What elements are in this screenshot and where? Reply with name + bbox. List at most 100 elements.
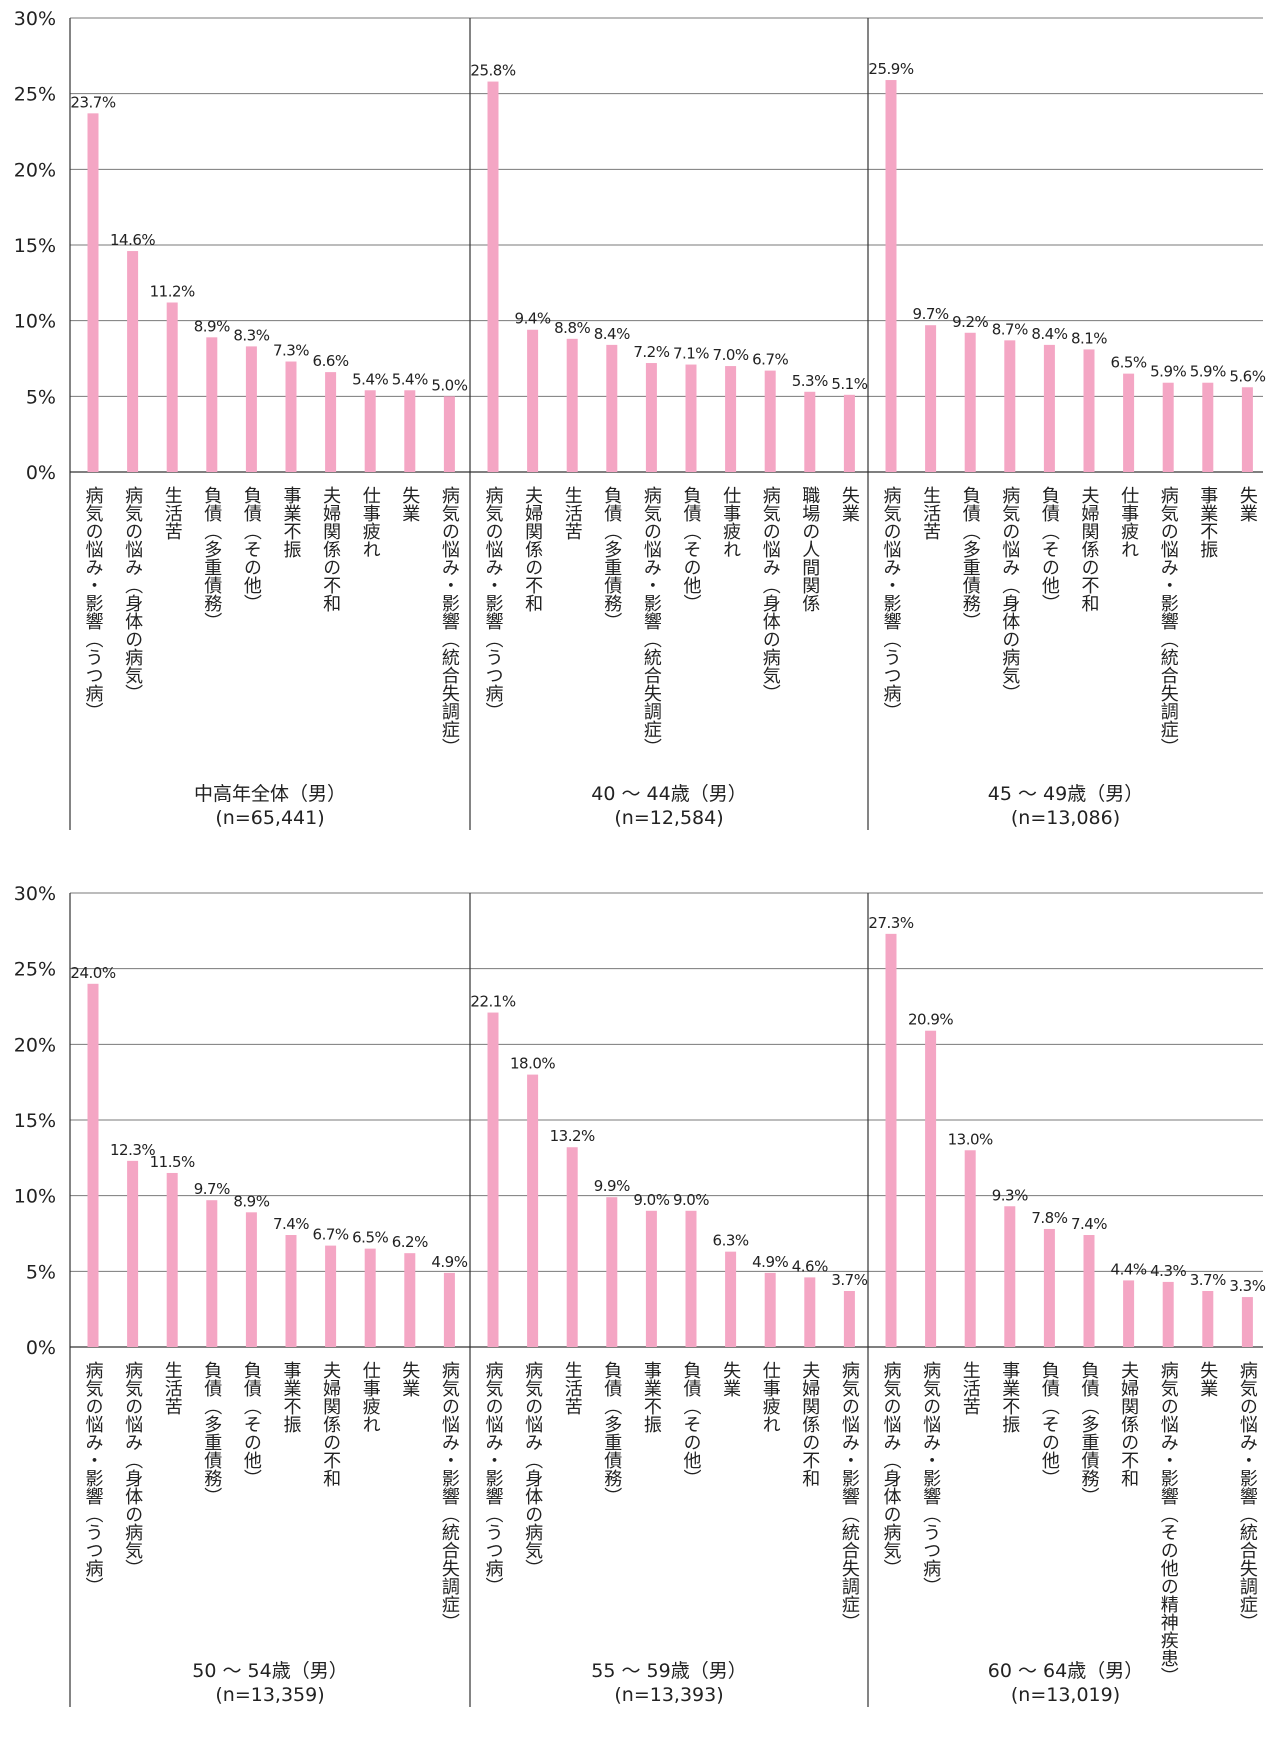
y-tick-label: 0% (26, 1337, 56, 1359)
bar (487, 1012, 499, 1347)
category-label: 病気の悩み（身体の病気） (122, 1361, 143, 1577)
category-label: 事業不振 (641, 1361, 662, 1434)
group-label: 60 ～ 64歳（男） (988, 1660, 1143, 1682)
bar (245, 1212, 257, 1347)
category-label: 負債（その他） (241, 1361, 262, 1487)
group-n-label: (n=12,584) (614, 807, 723, 829)
bar-value-label: 4.6% (792, 1257, 828, 1275)
bar (764, 370, 776, 472)
category-label: 負債（その他） (681, 486, 702, 612)
bar (1241, 1297, 1253, 1347)
bar-value-label: 6.7% (752, 351, 788, 369)
category-label: 病気の悩み・影響（統合失調症） (839, 1361, 860, 1631)
bar-value-label: 8.8% (554, 319, 590, 337)
bar-value-label: 4.4% (1111, 1260, 1147, 1278)
bar (285, 1235, 297, 1347)
bar-value-label: 9.0% (673, 1191, 709, 1209)
bar-value-label: 20.9% (908, 1011, 953, 1029)
bar-value-label: 4.9% (752, 1253, 788, 1271)
category-label: 病気の悩み・影響（うつ病） (881, 486, 902, 720)
category-label: 失業 (399, 486, 420, 522)
bar-value-label: 5.4% (352, 370, 388, 388)
category-label: 病気の悩み・影響（統合失調症） (439, 1361, 460, 1631)
bar-value-label: 7.0% (713, 346, 749, 364)
category-label: 夫婦関係の不和 (522, 486, 543, 612)
bar (725, 1251, 737, 1347)
category-label: 負債（多重債務） (601, 486, 622, 630)
bar (1043, 344, 1055, 472)
category-label: 事業不振 (281, 486, 302, 559)
bar (606, 344, 618, 472)
bar (1083, 349, 1095, 472)
bar-value-label: 14.6% (110, 231, 155, 249)
y-tick-label: 25% (14, 84, 56, 106)
bar-value-label: 18.0% (510, 1055, 555, 1073)
bar (127, 1160, 139, 1347)
bar-value-label: 5.9% (1190, 363, 1226, 381)
bar-value-label: 7.2% (633, 343, 669, 361)
category-label: 負債（その他） (1039, 1361, 1060, 1487)
y-tick-label: 10% (14, 311, 56, 333)
category-label: 病気の悩み（身体の病気） (881, 1361, 902, 1577)
bar (1123, 1280, 1135, 1347)
category-label: 病気の悩み（身体の病気） (522, 1361, 543, 1577)
bar-value-label: 7.4% (1071, 1215, 1107, 1233)
bar-value-label: 6.6% (313, 352, 349, 370)
category-label: 負債（多重債務） (201, 486, 222, 630)
category-label: 病気の悩み・影響（統合失調症） (641, 486, 662, 756)
bar-value-label: 5.6% (1229, 367, 1265, 385)
category-label: 失業 (720, 1361, 741, 1397)
bar-value-label: 7.8% (1031, 1209, 1067, 1227)
bar (1241, 387, 1253, 472)
category-label: 病気の悩み・影響（うつ病） (483, 1361, 504, 1595)
category-label: 生活苦 (162, 486, 183, 540)
bar (964, 332, 976, 472)
category-label: 夫婦関係の不和 (1079, 486, 1100, 612)
y-tick-label: 30% (14, 883, 56, 905)
bar-value-label: 9.4% (515, 310, 551, 328)
bar (843, 394, 855, 472)
bar (325, 1245, 337, 1347)
bar-value-label: 9.3% (992, 1186, 1028, 1204)
category-label: 病気の悩み・影響（うつ病） (920, 1361, 941, 1595)
bar-value-label: 3.7% (1190, 1271, 1226, 1289)
bar-value-label: 4.3% (1150, 1262, 1186, 1280)
y-tick-label: 5% (26, 386, 56, 408)
bar (1162, 382, 1174, 472)
bar (443, 396, 455, 472)
category-label: 夫婦関係の不和 (320, 486, 341, 612)
bar-value-label: 8.9% (194, 317, 230, 335)
bar (166, 1172, 178, 1347)
bar (487, 81, 499, 472)
bar-value-label: 8.9% (233, 1192, 269, 1210)
y-tick-label: 30% (14, 8, 56, 30)
category-label: 生活苦 (562, 1361, 583, 1415)
y-tick-label: 15% (14, 1110, 56, 1132)
bar (404, 1253, 416, 1347)
category-label: 失業 (839, 486, 860, 522)
category-label: 事業不振 (1197, 486, 1218, 559)
category-label: 病気の悩み・影響（うつ病） (83, 486, 104, 720)
category-label: 病気の悩み・影響（統合失調症） (1237, 1361, 1258, 1631)
bar (364, 390, 376, 472)
bar-value-label: 3.3% (1229, 1277, 1265, 1295)
y-tick-label: 20% (14, 1034, 56, 1056)
bar-value-label: 7.3% (273, 342, 309, 360)
category-label: 病気の悩み・影響（うつ病） (483, 486, 504, 720)
category-label: 病気の悩み（身体の病気） (999, 486, 1020, 702)
bar (725, 366, 737, 472)
bar (843, 1291, 855, 1347)
category-label: 夫婦関係の不和 (799, 1361, 820, 1487)
y-tick-label: 15% (14, 235, 56, 257)
bar-value-label: 6.2% (392, 1233, 428, 1251)
bar (404, 390, 416, 472)
bar-value-label: 11.5% (150, 1153, 195, 1171)
group-n-label: (n=13,359) (215, 1684, 324, 1706)
bar-value-label: 9.7% (194, 1180, 230, 1198)
bar-value-label: 6.3% (713, 1232, 749, 1250)
bar-value-label: 9.2% (952, 313, 988, 331)
bar (443, 1272, 455, 1347)
bar-value-label: 9.7% (913, 305, 949, 323)
bar-value-label: 5.9% (1150, 363, 1186, 381)
bar (527, 329, 539, 472)
